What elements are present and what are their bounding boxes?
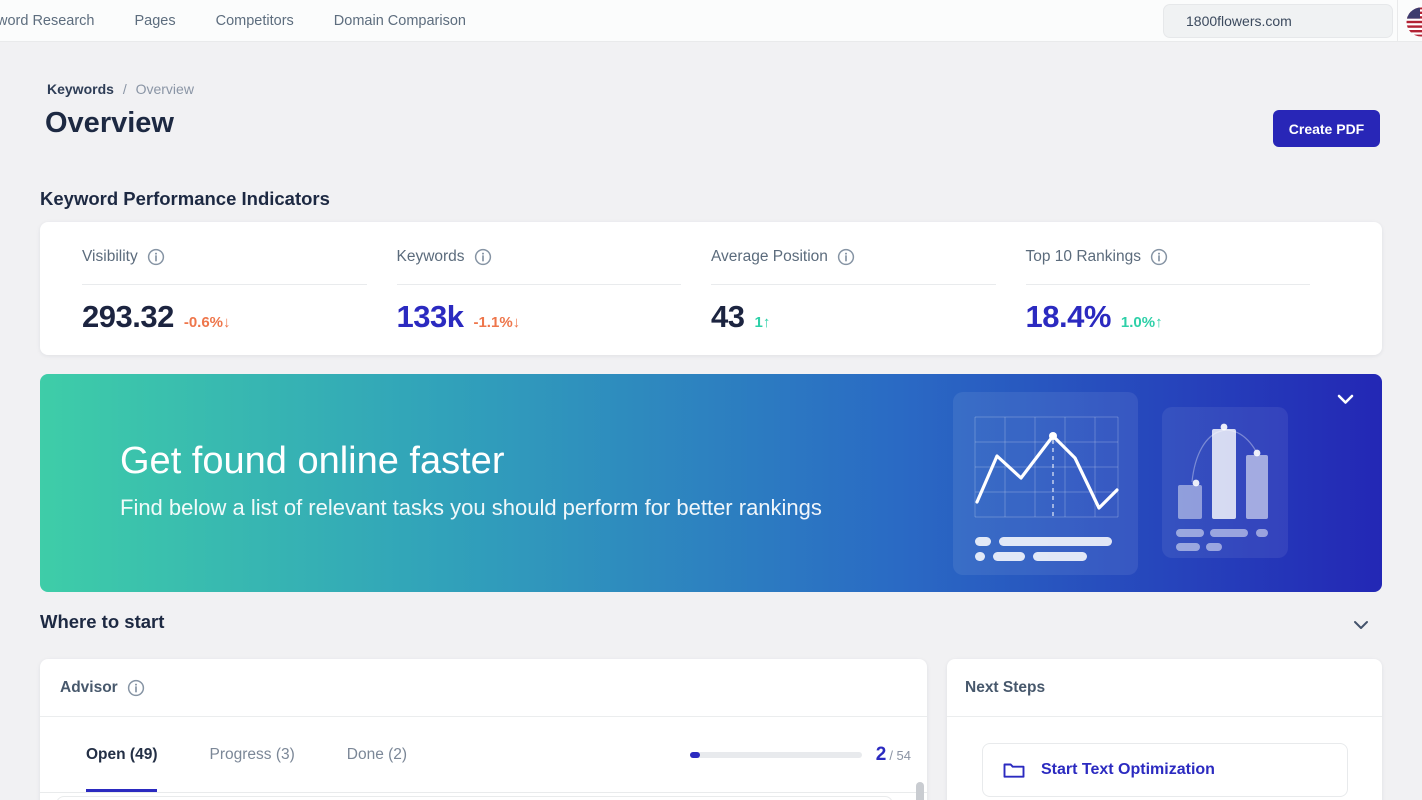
top-nav-bar: Keyword Research Pages Competitors Domai… xyxy=(0,0,1422,42)
kpi-keywords-label: Keywords xyxy=(396,248,465,265)
next-step-label: Start Text Optimization xyxy=(1041,761,1215,778)
line-chart-illustration xyxy=(953,392,1138,575)
kpi-visibility-value: 293.32 xyxy=(82,299,174,334)
progress-bar-fill xyxy=(689,752,700,758)
kpi-average-position-delta: 1↑ xyxy=(754,314,771,331)
breadcrumb: Keywords / Overview xyxy=(47,81,194,97)
kpi-visibility-delta: -0.6%↓ xyxy=(183,314,231,331)
advisor-tabs: Open (49) Progress (3) Done (2) 2/ 54 xyxy=(40,717,927,793)
advisor-header: Advisor xyxy=(40,659,927,717)
kpi-average-position-value: 43 xyxy=(711,299,745,334)
advisor-card: Advisor Open (49) Progress (3) Done (2) … xyxy=(40,659,927,800)
kpi-keywords-delta: -1.1%↓ xyxy=(473,314,521,331)
kpi-top10-rankings: Top 10 Rankings 18.4% 1.0%↑ xyxy=(1025,246,1341,355)
us-flag-icon[interactable] xyxy=(1406,7,1422,37)
kpi-top10-rankings-delta: 1.0%↑ xyxy=(1120,314,1163,331)
breadcrumb-overview: Overview xyxy=(135,81,194,97)
where-to-start-title: Where to start xyxy=(40,611,165,632)
kpi-section-title: Keyword Performance Indicators xyxy=(40,188,330,209)
kpi-average-position: Average Position 43 1↑ xyxy=(711,246,1026,355)
info-icon[interactable] xyxy=(837,248,855,266)
create-pdf-button[interactable]: Create PDF xyxy=(1273,110,1380,147)
tab-progress[interactable]: Progress (3) xyxy=(209,745,295,763)
page-title: Overview xyxy=(45,107,174,139)
nav-item-pages[interactable]: Pages xyxy=(134,12,176,29)
trend-down-icon: ↓ xyxy=(512,314,521,331)
kpi-average-position-label: Average Position xyxy=(711,248,828,265)
promo-banner: Get found online faster Find below a lis… xyxy=(40,374,1382,592)
next-steps-card: Next Steps Start Text Optimization xyxy=(947,659,1382,800)
bar-chart-illustration xyxy=(1162,407,1288,558)
info-icon[interactable] xyxy=(127,679,145,697)
trend-up-icon: ↑ xyxy=(762,314,771,331)
nav-item-competitors[interactable]: Competitors xyxy=(215,12,294,29)
domain-selector-value: 1800flowers.com xyxy=(1186,13,1292,29)
where-to-start-chevron-down-icon[interactable] xyxy=(1353,620,1369,630)
info-icon[interactable] xyxy=(147,248,165,266)
folder-icon xyxy=(1003,762,1025,779)
kpi-divider xyxy=(396,284,681,285)
info-icon[interactable] xyxy=(1150,248,1168,266)
progress-bar xyxy=(689,752,862,758)
info-icon[interactable] xyxy=(474,248,492,266)
next-step-start-text-optimization[interactable]: Start Text Optimization xyxy=(982,743,1348,797)
topbar-divider xyxy=(1397,0,1398,42)
kpi-divider xyxy=(1025,284,1310,285)
top-nav-items: Keyword Research Pages Competitors Domai… xyxy=(0,13,466,29)
trend-down-icon: ↓ xyxy=(223,314,231,331)
domain-selector[interactable]: 1800flowers.com xyxy=(1163,4,1393,38)
kpi-top10-rankings-value[interactable]: 18.4% xyxy=(1025,299,1112,334)
next-steps-title: Next Steps xyxy=(965,678,1046,696)
kpi-divider xyxy=(82,284,367,285)
promo-banner-subtitle: Find below a list of relevant tasks you … xyxy=(120,495,822,520)
trend-up-icon: ↑ xyxy=(1155,314,1163,331)
advisor-task-item[interactable] xyxy=(56,796,893,800)
tab-done[interactable]: Done (2) xyxy=(346,745,408,763)
kpi-divider xyxy=(711,284,996,285)
progress-count: 2/ 54 xyxy=(875,744,911,765)
breadcrumb-separator: / xyxy=(122,81,127,97)
kpi-card: Visibility 293.32 -0.6%↓ Keywords 133k xyxy=(40,222,1382,355)
nav-item-domain-comparison[interactable]: Domain Comparison xyxy=(333,12,466,29)
nav-item-keyword-research[interactable]: Keyword Research xyxy=(0,12,95,29)
kpi-keywords-value[interactable]: 133k xyxy=(396,299,464,334)
banner-collapse-chevron-down-icon[interactable] xyxy=(1337,394,1354,405)
advisor-title: Advisor xyxy=(60,678,118,696)
tab-open[interactable]: Open (49) xyxy=(86,717,157,792)
kpi-visibility-label: Visibility xyxy=(82,248,138,265)
kpi-keywords: Keywords 133k -1.1%↓ xyxy=(396,246,712,355)
breadcrumb-keywords[interactable]: Keywords xyxy=(47,81,114,97)
promo-banner-title: Get found online faster xyxy=(120,440,505,482)
advisor-progress: 2/ 54 xyxy=(689,717,911,793)
next-steps-header: Next Steps xyxy=(947,659,1382,717)
advisor-scrollbar-thumb[interactable] xyxy=(916,782,924,800)
kpi-visibility: Visibility 293.32 -0.6%↓ xyxy=(82,246,397,355)
kpi-top10-rankings-label: Top 10 Rankings xyxy=(1025,248,1141,265)
